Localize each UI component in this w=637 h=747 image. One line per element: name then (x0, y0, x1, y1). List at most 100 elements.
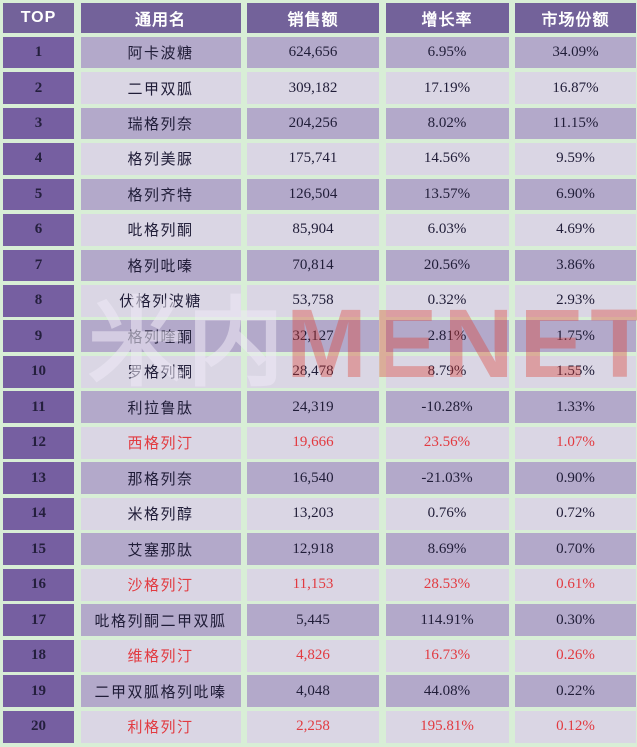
market-share-cell: 0.90% (515, 462, 636, 495)
market-share-cell: 0.22% (515, 675, 636, 708)
rank-cell: 15 (3, 533, 74, 566)
rank-cell: 20 (3, 710, 74, 743)
market-share-cell: 0.72% (515, 497, 636, 530)
growth-rate-cell: 14.56% (385, 143, 509, 175)
market-share-cell: 0.30% (515, 604, 636, 637)
market-share-cell: 16.87% (515, 72, 636, 104)
market-share-cell: 0.70% (515, 533, 636, 566)
generic-name-cell: 维格列汀 (80, 639, 241, 672)
header-cell-growth-rate: 增长率 (385, 3, 509, 33)
growth-rate-cell: 8.79% (385, 355, 509, 388)
sales-cell: 4,826 (247, 639, 379, 672)
generic-name-cell: 艾塞那肽 (80, 533, 241, 566)
generic-name-cell: 二甲双胍格列吡嗪 (80, 675, 241, 708)
sales-cell: 13,203 (247, 497, 379, 530)
sales-cell: 24,319 (247, 391, 379, 424)
market-share-cell: 0.26% (515, 639, 636, 672)
sales-cell: 19,666 (247, 426, 379, 459)
rank-cell: 7 (3, 249, 74, 282)
growth-rate-cell: 17.19% (385, 72, 509, 104)
sales-cell: 32,127 (247, 320, 379, 353)
sales-cell: 11,153 (247, 568, 379, 601)
sales-cell: 5,445 (247, 604, 379, 637)
sales-cell: 53,758 (247, 284, 379, 317)
market-share-cell: 0.12% (515, 710, 636, 743)
growth-rate-cell: 8.02% (385, 107, 509, 140)
growth-rate-cell: 6.95% (385, 36, 509, 69)
growth-rate-cell: 8.69% (385, 533, 509, 566)
generic-name-cell: 阿卡波糖 (80, 36, 241, 69)
generic-name-cell: 伏格列波糖 (80, 284, 241, 317)
growth-rate-cell: 16.73% (385, 639, 509, 672)
sales-cell: 309,182 (247, 72, 379, 104)
growth-rate-cell: 195.81% (385, 710, 509, 743)
sales-cell: 12,918 (247, 533, 379, 566)
header-cell-generic-name: 通用名 (80, 3, 241, 33)
header-cell-sales: 销售额 (247, 3, 379, 33)
growth-rate-cell: -10.28% (385, 391, 509, 424)
sales-cell: 28,478 (247, 355, 379, 388)
rank-cell: 1 (3, 36, 74, 69)
rank-cell: 2 (3, 72, 74, 104)
market-share-cell: 11.15% (515, 107, 636, 140)
market-share-cell: 3.86% (515, 249, 636, 282)
rank-cell: 3 (3, 107, 74, 140)
growth-rate-cell: 20.56% (385, 249, 509, 282)
growth-rate-cell: -21.03% (385, 462, 509, 495)
sales-cell: 16,540 (247, 462, 379, 495)
sales-cell: 2,258 (247, 710, 379, 743)
generic-name-cell: 瑞格列奈 (80, 107, 241, 140)
rank-cell: 18 (3, 639, 74, 672)
rank-cell: 16 (3, 568, 74, 601)
generic-name-cell: 格列齐特 (80, 178, 241, 211)
rank-cell: 8 (3, 284, 74, 317)
sales-cell: 70,814 (247, 249, 379, 282)
growth-rate-cell: 114.91% (385, 604, 509, 637)
market-share-cell: 1.55% (515, 355, 636, 388)
generic-name-cell: 格列美脲 (80, 143, 241, 175)
rank-cell: 6 (3, 214, 74, 246)
growth-rate-cell: 0.32% (385, 284, 509, 317)
generic-name-cell: 二甲双胍 (80, 72, 241, 104)
market-share-cell: 2.93% (515, 284, 636, 317)
rank-cell: 4 (3, 143, 74, 175)
generic-name-cell: 沙格列汀 (80, 568, 241, 601)
generic-name-cell: 格列喹酮 (80, 320, 241, 353)
market-share-cell: 4.69% (515, 214, 636, 246)
market-share-cell: 1.07% (515, 426, 636, 459)
generic-name-cell: 米格列醇 (80, 497, 241, 530)
rank-cell: 12 (3, 426, 74, 459)
rank-cell: 19 (3, 675, 74, 708)
growth-rate-cell: 28.53% (385, 568, 509, 601)
header-cell-top: TOP (3, 3, 74, 33)
rank-cell: 14 (3, 497, 74, 530)
sales-cell: 85,904 (247, 214, 379, 246)
generic-name-cell: 吡格列酮二甲双胍 (80, 604, 241, 637)
rank-cell: 10 (3, 355, 74, 388)
market-share-cell: 1.75% (515, 320, 636, 353)
growth-rate-cell: 13.57% (385, 178, 509, 211)
sales-cell: 4,048 (247, 675, 379, 708)
market-share-cell: 6.90% (515, 178, 636, 211)
sales-cell: 204,256 (247, 107, 379, 140)
growth-rate-cell: 44.08% (385, 675, 509, 708)
growth-rate-cell: 2.81% (385, 320, 509, 353)
generic-name-cell: 利格列汀 (80, 710, 241, 743)
generic-name-cell: 罗格列酮 (80, 355, 241, 388)
sales-cell: 126,504 (247, 178, 379, 211)
growth-rate-cell: 23.56% (385, 426, 509, 459)
rank-cell: 13 (3, 462, 74, 495)
market-share-cell: 9.59% (515, 143, 636, 175)
rank-cell: 9 (3, 320, 74, 353)
header-cell-market-share: 市场份额 (515, 3, 636, 33)
generic-name-cell: 那格列奈 (80, 462, 241, 495)
generic-name-cell: 利拉鲁肽 (80, 391, 241, 424)
market-share-cell: 34.09% (515, 36, 636, 69)
growth-rate-cell: 6.03% (385, 214, 509, 246)
growth-rate-cell: 0.76% (385, 497, 509, 530)
generic-name-cell: 西格列汀 (80, 426, 241, 459)
sales-cell: 175,741 (247, 143, 379, 175)
rank-cell: 5 (3, 178, 74, 211)
